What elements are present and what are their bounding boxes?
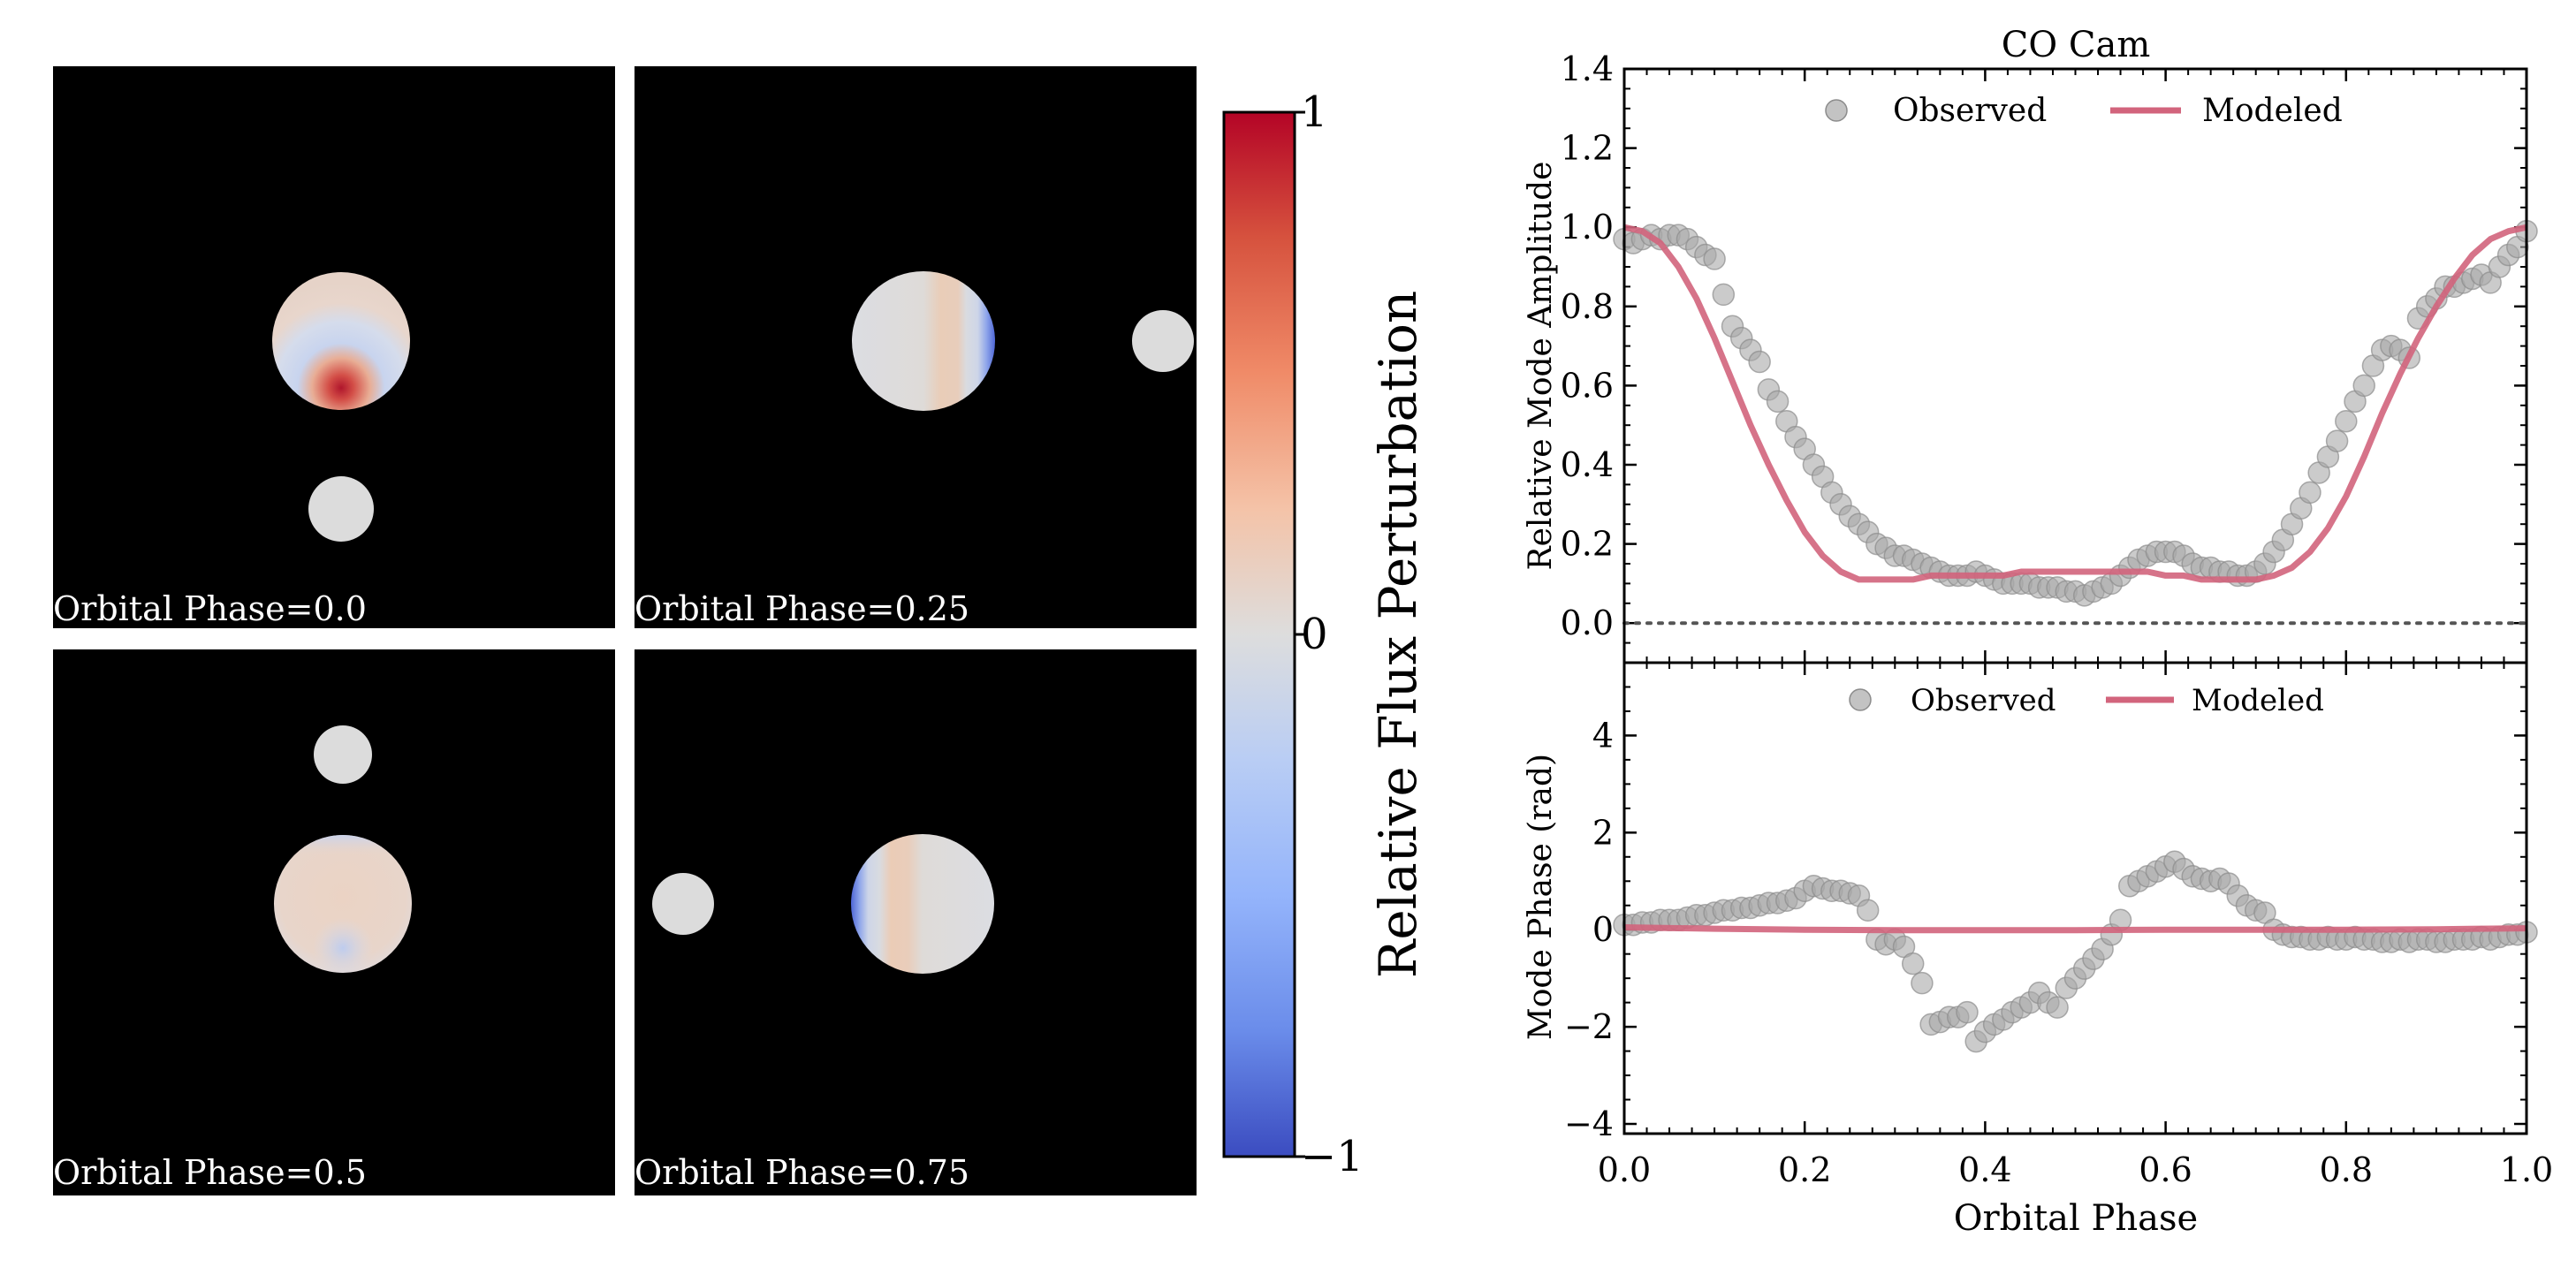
observed-point bbox=[2335, 409, 2358, 433]
panel-label: Orbital Phase=0.5 bbox=[53, 1153, 367, 1192]
observed-point bbox=[1766, 390, 1790, 414]
primary-star bbox=[851, 834, 994, 974]
plot-title: CO Cam bbox=[2002, 25, 2151, 65]
panel-label: Orbital Phase=0.0 bbox=[53, 589, 367, 628]
bottom-axes-frame bbox=[1622, 661, 2528, 1135]
y-tick-label: 0.4 bbox=[1561, 445, 1614, 484]
legend-observed-label: Observed bbox=[1893, 93, 2047, 129]
observed-point bbox=[1712, 283, 1736, 307]
legend-observed-marker bbox=[1825, 99, 1848, 122]
amplitude-plot: CO Cam 0.0 0.2 0.4 0.6 0.8 1.0 1.2 1.4 Relative… bbox=[1523, 25, 2538, 664]
modeled-line bbox=[1623, 224, 2527, 583]
top-legend: Observed Modeled bbox=[1825, 93, 2343, 129]
bottom-xlabel: Orbital Phase bbox=[1954, 1198, 2198, 1239]
y-tick-label: 4 bbox=[1592, 716, 1614, 755]
panel-phase-0.25: Orbital Phase=0.25 bbox=[635, 66, 1197, 628]
y-tick-label: 0 bbox=[1592, 910, 1614, 949]
primary-star bbox=[272, 272, 410, 410]
y-tick-label: 1.0 bbox=[1561, 208, 1614, 247]
primary-star-blue-rim bbox=[274, 835, 412, 973]
y-tick-label: 0.0 bbox=[1561, 603, 1614, 642]
x-tick-label: 1.0 bbox=[2500, 1150, 2553, 1189]
y-tick-label: 2 bbox=[1592, 813, 1614, 852]
y-tick-label: −2 bbox=[1564, 1007, 1614, 1046]
legend-observed-label: Observed bbox=[1911, 683, 2056, 718]
observed-point bbox=[1911, 971, 1934, 995]
observed-point bbox=[2046, 996, 2069, 1019]
bottom-legend: Observed Modeled bbox=[1849, 683, 2324, 718]
companion-star bbox=[1132, 310, 1194, 372]
panel-phase-0.75: Orbital Phase=0.75 bbox=[635, 649, 1197, 1195]
observed-point bbox=[1901, 952, 1925, 975]
observed-point bbox=[1856, 899, 1880, 922]
y-tick-label: −4 bbox=[1564, 1104, 1614, 1143]
x-tick-label: 0.2 bbox=[1778, 1150, 1831, 1189]
observed-point bbox=[1703, 247, 1726, 270]
colorbar: 1 0 −1 Relative Flux Perturbation bbox=[1222, 87, 1428, 1181]
x-tick-label: 0.4 bbox=[1958, 1150, 2011, 1189]
companion-star bbox=[652, 873, 714, 935]
y-tick-label: 1.2 bbox=[1561, 129, 1614, 168]
legend-observed-marker bbox=[1849, 688, 1872, 711]
x-tick-label: 0.6 bbox=[2139, 1150, 2192, 1189]
x-tick-label: 0.8 bbox=[2320, 1150, 2373, 1189]
colorbar-gradient bbox=[1222, 110, 1296, 1158]
primary-star bbox=[852, 271, 995, 411]
observed-point bbox=[2299, 481, 2321, 505]
bottom-ylabel: Mode Phase (rad) bbox=[1523, 754, 1559, 1040]
observed-point bbox=[2352, 374, 2375, 398]
companion-star bbox=[308, 476, 374, 542]
observed-point bbox=[2325, 429, 2349, 452]
observed-point bbox=[1748, 350, 1771, 374]
legend-modeled-label: Modeled bbox=[2202, 93, 2343, 129]
y-tick-label: 0.2 bbox=[1561, 525, 1614, 564]
legend-modeled-label: Modeled bbox=[2192, 683, 2324, 718]
panel-phase-0.0: Orbital Phase=0.0 bbox=[53, 66, 615, 628]
colorbar-tick-label: 1 bbox=[1301, 87, 1328, 137]
y-tick-label: 0.6 bbox=[1561, 366, 1614, 405]
companion-star bbox=[314, 725, 372, 784]
panel-phase-0.5: Orbital Phase=0.5 bbox=[53, 649, 615, 1195]
modeled-line bbox=[1623, 924, 2527, 934]
phase-plot: 0.0 0.2 0.4 0.6 0.8 1.0 −4 −2 0 2 4 Mode Phase (ra… bbox=[1523, 661, 2553, 1239]
y-tick-label: 0.8 bbox=[1561, 287, 1614, 326]
panel-label: Orbital Phase=0.75 bbox=[635, 1153, 969, 1192]
observed-point bbox=[1956, 1000, 1979, 1024]
x-tick-label: 0.0 bbox=[1598, 1150, 1651, 1189]
colorbar-tick-label: −1 bbox=[1301, 1132, 1364, 1181]
y-tick-label: 1.4 bbox=[1561, 49, 1614, 88]
panel-label: Orbital Phase=0.25 bbox=[635, 589, 969, 628]
colorbar-tick-label: 0 bbox=[1301, 610, 1328, 659]
top-ylabel: Relative Mode Amplitude bbox=[1523, 162, 1559, 571]
colorbar-ticks: 1 0 −1 bbox=[1295, 87, 1364, 1181]
colorbar-label: Relative Flux Perturbation bbox=[1368, 291, 1428, 979]
